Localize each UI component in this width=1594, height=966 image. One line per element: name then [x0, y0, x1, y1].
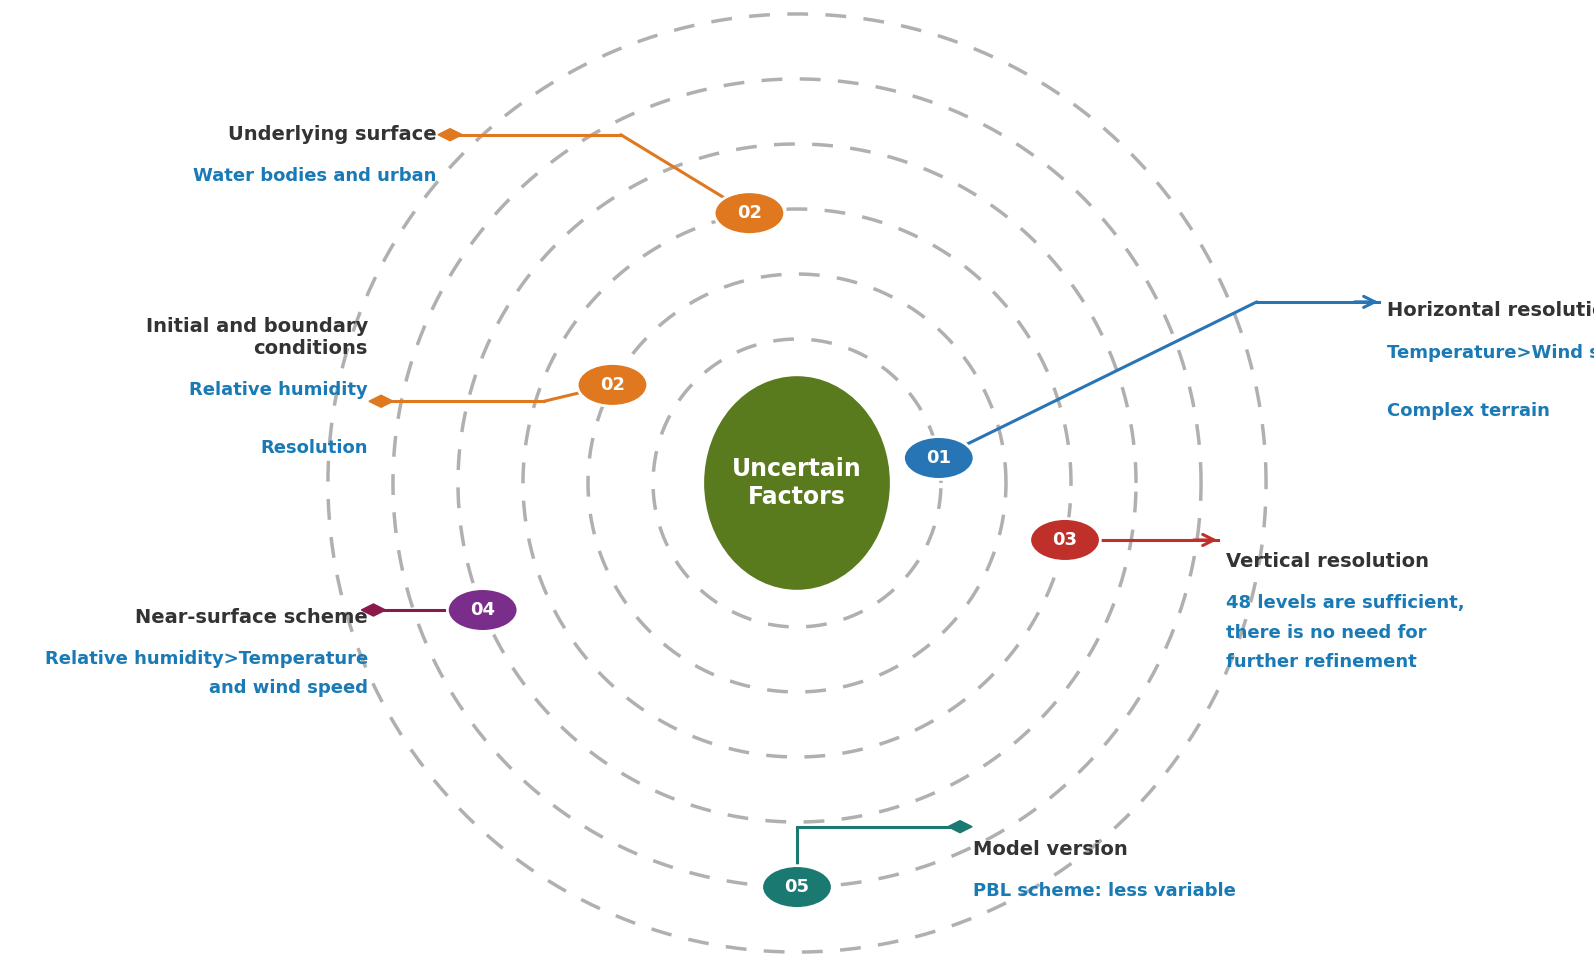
Circle shape	[762, 866, 832, 908]
Circle shape	[577, 363, 647, 407]
Text: Near-surface scheme: Near-surface scheme	[135, 608, 368, 627]
Polygon shape	[368, 395, 394, 408]
Text: Vertical resolution: Vertical resolution	[1226, 553, 1430, 571]
Text: Relative humidity

Resolution: Relative humidity Resolution	[190, 381, 368, 457]
Text: Underlying surface: Underlying surface	[228, 125, 437, 144]
Text: 04: 04	[470, 601, 496, 619]
Text: Horizontal resolution: Horizontal resolution	[1387, 301, 1594, 321]
Text: Temperature>Wind speed

Complex terrain: Temperature>Wind speed Complex terrain	[1387, 344, 1594, 420]
Text: Relative humidity>Temperature
and wind speed: Relative humidity>Temperature and wind s…	[45, 650, 368, 697]
Text: 01: 01	[926, 449, 952, 467]
Polygon shape	[438, 128, 462, 141]
Text: 05: 05	[784, 878, 810, 896]
Polygon shape	[362, 604, 386, 616]
Text: 02: 02	[599, 376, 625, 394]
Circle shape	[448, 588, 518, 632]
Text: Uncertain
Factors: Uncertain Factors	[732, 457, 862, 509]
Text: 03: 03	[1052, 531, 1078, 549]
Ellipse shape	[705, 376, 889, 590]
Text: 48 levels are sufficient,
there is no need for
further refinement: 48 levels are sufficient, there is no ne…	[1226, 594, 1465, 670]
Text: Initial and boundary
conditions: Initial and boundary conditions	[145, 317, 368, 357]
Circle shape	[1030, 519, 1100, 561]
Polygon shape	[948, 821, 972, 833]
Text: 02: 02	[736, 204, 762, 222]
Text: PBL scheme: less variable: PBL scheme: less variable	[974, 882, 1235, 900]
Text: Water bodies and urban: Water bodies and urban	[193, 167, 437, 185]
Circle shape	[904, 437, 974, 479]
Circle shape	[714, 192, 784, 235]
Text: Model version: Model version	[974, 840, 1129, 859]
